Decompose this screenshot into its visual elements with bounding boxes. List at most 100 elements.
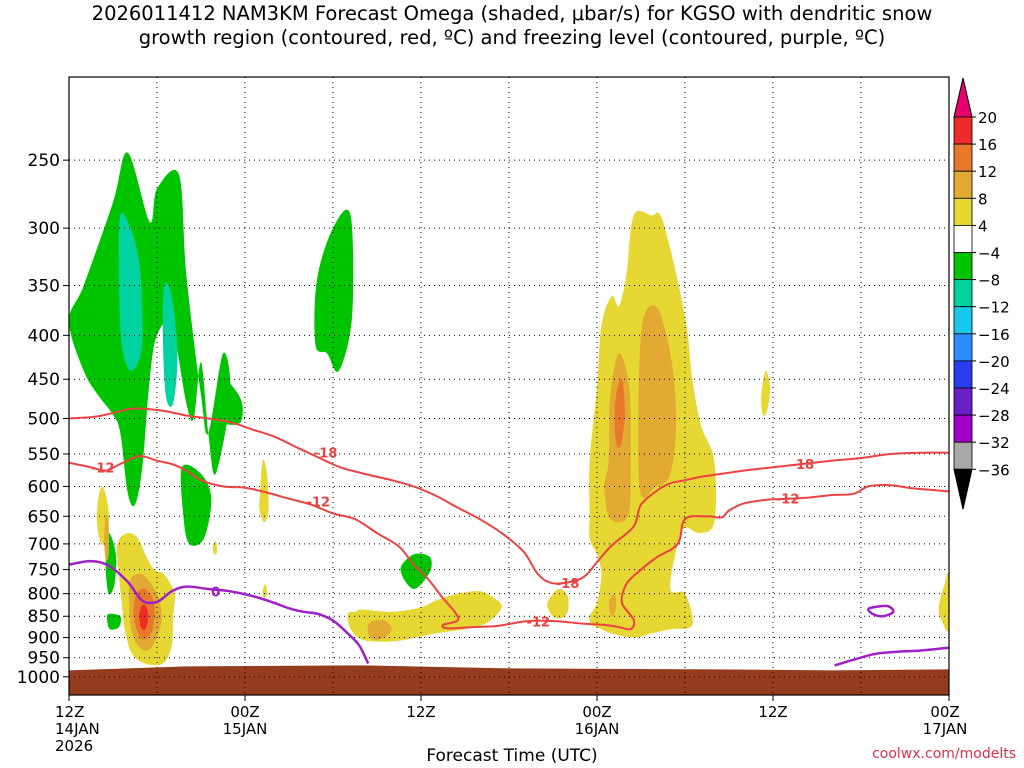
y-tick-label-850: 850 <box>28 607 60 627</box>
x-tick-label-12-2: 15JAN <box>223 720 268 738</box>
contour-label-6: -18 <box>791 458 815 473</box>
y-tick-label-900: 900 <box>28 629 60 649</box>
colorbar-label-7: −12 <box>978 299 1010 317</box>
freezing-contour-1 <box>834 646 949 667</box>
colorbar-swatch-13 <box>953 441 973 470</box>
x-tick-label-36-1: 00Z <box>582 703 611 721</box>
omega-region-14 <box>262 584 268 599</box>
y-axis: 2503003504004505005506006507007508008509… <box>17 151 69 688</box>
omega-region-16 <box>547 588 569 619</box>
colorbar-label-13: −36 <box>978 461 1010 479</box>
freezing-contour-2 <box>867 604 895 618</box>
chart-title-line-2: growth region (contoured, red, ºC) and f… <box>138 26 886 49</box>
contour-layer: -12 -12 -12 -12 -18 -18 -18 0 <box>69 407 949 667</box>
omega-region-18 <box>592 395 608 461</box>
y-tick-label-450: 450 <box>28 370 60 390</box>
omega-region-26 <box>638 305 677 499</box>
y-tick-label-400: 400 <box>28 326 60 346</box>
omega-region-22 <box>104 515 109 561</box>
chart-title: 2026011412 NAM3KM Forecast Omega (shaded… <box>0 2 1024 50</box>
y-tick-label-250: 250 <box>28 151 60 171</box>
contour-label-7: 0 <box>211 585 220 600</box>
colorbar-label-0: 20 <box>978 109 997 127</box>
colorbar-swatch-11 <box>953 387 973 416</box>
y-tick-label-750: 750 <box>28 561 60 581</box>
x-tick-label-0-2: 14JAN <box>55 720 100 738</box>
temp-contour-minus12 <box>69 454 949 631</box>
colorbar-label-8: −16 <box>978 326 1010 344</box>
colorbar-label-10: −24 <box>978 380 1010 398</box>
chart-title-line-1: 2026011412 NAM3KM Forecast Omega (shaded… <box>91 2 933 25</box>
x-tick-label-36-2: 16JAN <box>575 720 620 738</box>
colorbar-swatch-10 <box>953 360 973 389</box>
ground-surface <box>69 665 949 695</box>
x-tick-label-0-3: 2026 <box>55 737 93 755</box>
grid-layer <box>68 77 950 695</box>
x-tick-label-48-1: 12Z <box>758 703 787 721</box>
y-tick-label-500: 500 <box>28 409 60 429</box>
omega-region-30 <box>139 604 149 630</box>
omega-region-4 <box>212 377 243 425</box>
colorbar-top-arrow <box>953 77 973 118</box>
omega-region-6 <box>400 553 432 590</box>
colorbar-label-12: −32 <box>978 434 1010 452</box>
omega-region-19 <box>615 295 631 364</box>
colorbar-label-1: 16 <box>978 136 997 154</box>
omega-region-20 <box>761 370 771 416</box>
y-tick-label-600: 600 <box>28 477 60 497</box>
omega-region-3 <box>180 464 212 546</box>
omega-region-24 <box>367 620 392 640</box>
colorbar-label-11: −28 <box>978 407 1010 425</box>
y-tick-label-1000: 1000 <box>17 668 60 688</box>
omega-region-27 <box>608 593 617 617</box>
colorbar-label-9: −20 <box>978 353 1010 371</box>
x-axis-label: Forecast Time (UTC) <box>426 746 598 766</box>
omega-region-21 <box>938 572 949 632</box>
colorbar-legend: 20 16 12 8 4 −4 −8 −12 −16 −20 −24 −28 −32 −36 <box>953 77 1010 510</box>
omega-region-0 <box>69 152 231 507</box>
omega-region-29 <box>614 378 625 448</box>
colorbar-swatch-12 <box>953 414 973 443</box>
colorbar-bottom-arrow <box>953 468 973 510</box>
x-tick-label-60-1: 00Z <box>930 703 959 721</box>
colorbar-swatch-3 <box>953 170 973 199</box>
omega-region-1 <box>118 213 143 371</box>
colorbar-swatch-4 <box>953 197 973 226</box>
colorbar-label-6: −8 <box>978 272 1000 290</box>
colorbar-swatch-6 <box>953 252 973 281</box>
colorbar-label-4: 4 <box>978 217 988 235</box>
y-tick-label-550: 550 <box>28 445 60 465</box>
y-tick-label-650: 650 <box>28 507 60 527</box>
x-tick-label-24-1: 12Z <box>406 703 435 721</box>
contour-label-2: -12 <box>527 615 551 630</box>
colorbar-swatch-1 <box>953 116 973 145</box>
colorbar-label-3: 8 <box>978 190 988 208</box>
contour-label-1: -12 <box>307 496 331 511</box>
x-tick-label-0-1: 12Z <box>55 703 84 721</box>
credit-link[interactable]: coolwx.com/modelts <box>872 746 1016 762</box>
colorbar-label-5: −4 <box>978 245 1000 263</box>
colorbar-swatch-7 <box>953 279 973 308</box>
freezing-contour-0 <box>69 559 370 665</box>
contour-label-3: -12 <box>776 493 800 508</box>
contour-label-4: -18 <box>314 447 338 462</box>
contour-label-0: -12 <box>91 461 115 476</box>
omega-region-8 <box>106 613 122 630</box>
colorbar-swatch-9 <box>953 333 973 362</box>
plot-frame <box>68 76 950 696</box>
y-tick-label-950: 950 <box>28 649 60 669</box>
colorbar-label-2: 12 <box>978 163 997 181</box>
y-tick-label-800: 800 <box>28 585 60 605</box>
x-tick-label-60-2: 17JAN <box>923 720 968 738</box>
ground-layer <box>69 665 949 695</box>
y-tick-label-700: 700 <box>28 535 60 555</box>
y-tick-label-350: 350 <box>28 277 60 297</box>
colorbar-swatch-8 <box>953 306 973 335</box>
contour-label-5: -18 <box>556 577 580 592</box>
omega-region-5 <box>314 209 354 373</box>
omega-region-2 <box>162 282 178 407</box>
colorbar-swatch-5 <box>953 224 973 253</box>
colorbar-swatch-2 <box>953 143 973 172</box>
